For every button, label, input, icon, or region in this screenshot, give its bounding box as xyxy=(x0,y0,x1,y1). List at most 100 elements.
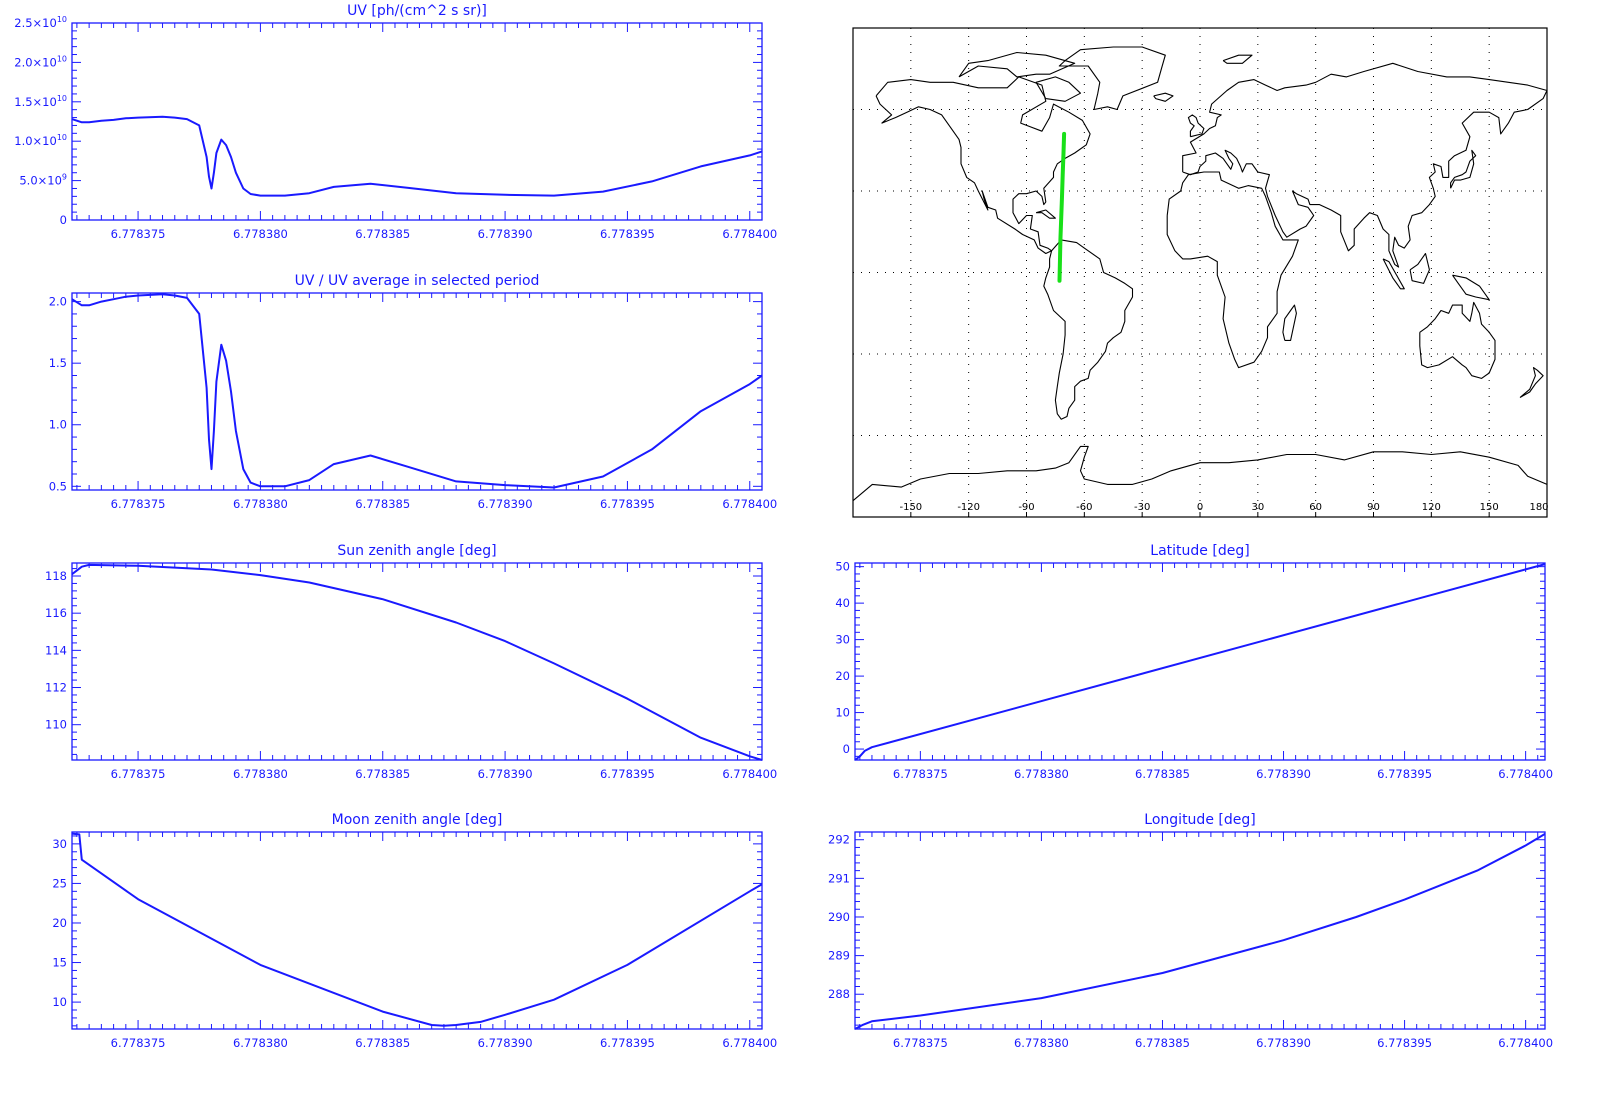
uvratio-plot-frame xyxy=(71,292,763,491)
lon-plot-frame xyxy=(854,831,1546,1030)
lon-tick-label: 30 xyxy=(1251,502,1264,513)
mza-chart: Moon zenith angle [deg] 6.778375 6.778380 6… xyxy=(52,812,777,1050)
uvratio-series-line xyxy=(71,293,763,489)
y-tick-label: 1.5×1010 xyxy=(14,94,67,109)
x-tick-label: 6.778380 xyxy=(233,1036,288,1050)
x-tick-label: 6.778395 xyxy=(1377,767,1432,781)
lat-series-line xyxy=(854,563,1546,761)
x-tick-label: 6.778390 xyxy=(478,227,533,241)
coastline-south-america xyxy=(1043,239,1134,420)
coastline-svalbard xyxy=(1222,54,1253,64)
coastline-new-zealand xyxy=(1519,367,1544,398)
x-tick-label: 6.778375 xyxy=(111,767,166,781)
mza-title: Moon zenith angle [deg] xyxy=(332,812,503,828)
y-tick-label: 0 xyxy=(843,742,850,756)
y-tick-label: 2.0×1010 xyxy=(14,54,67,69)
x-tick-label: 6.778390 xyxy=(478,767,533,781)
y-tick-label: 5.0×109 xyxy=(19,173,67,188)
x-tick-label: 6.778390 xyxy=(1256,1036,1311,1050)
world-map: -150 -120 -90 -60 -30 0 30 60 90 120 150 180 xyxy=(852,27,1549,518)
coastline-baffin xyxy=(1035,76,1082,102)
x-tick-label: 6.778385 xyxy=(1135,1036,1190,1050)
coastline-greenland xyxy=(1058,46,1166,111)
x-tick-label: 6.778385 xyxy=(355,1036,410,1050)
x-tick-label: 6.778380 xyxy=(1014,1036,1069,1050)
y-tick-label: 116 xyxy=(45,606,67,620)
x-tick-label: 6.778380 xyxy=(1014,767,1069,781)
y-tick-label: 0.5 xyxy=(49,479,67,493)
uvratio-chart: UV / UV average in selected period 6.7783… xyxy=(49,273,778,511)
y-tick-label: 2.0 xyxy=(49,295,67,309)
lon-chart: Longitude [deg] 6.778375 6.778380 6.778385 6… xyxy=(828,812,1553,1050)
y-tick-label: 291 xyxy=(828,871,850,885)
sza-plot-frame xyxy=(71,562,763,761)
lon-tick-label: 60 xyxy=(1309,502,1322,513)
coastline-north-america xyxy=(875,76,1091,255)
x-tick-label: 6.778380 xyxy=(233,497,288,511)
y-tick-label: 15 xyxy=(52,956,67,970)
lat-title: Latitude [deg] xyxy=(1150,543,1249,559)
x-tick-label: 6.778400 xyxy=(722,227,777,241)
y-tick-label: 292 xyxy=(828,833,850,847)
coastline-madagascar xyxy=(1282,304,1297,341)
uv-title: UV [ph/(cm^2 s sr)] xyxy=(347,3,487,19)
lon-tick-label: 90 xyxy=(1367,502,1380,513)
lon-tick-label: -120 xyxy=(957,502,980,513)
y-tick-label: 2.5×1010 xyxy=(14,15,67,30)
x-tick-label: 6.778375 xyxy=(893,767,948,781)
y-tick-label: 20 xyxy=(835,669,850,683)
y-tick-label: 30 xyxy=(52,837,67,851)
x-tick-label: 6.778400 xyxy=(1498,767,1553,781)
y-tick-label: 20 xyxy=(52,916,67,930)
coastline-sumatra xyxy=(1382,258,1405,290)
x-tick-label: 6.778400 xyxy=(722,767,777,781)
x-tick-label: 6.778375 xyxy=(111,497,166,511)
coastline-borneo xyxy=(1409,252,1430,284)
x-tick-label: 6.778380 xyxy=(233,227,288,241)
y-tick-label: 40 xyxy=(835,596,850,610)
y-tick-label: 0 xyxy=(60,213,67,227)
x-tick-label: 6.778395 xyxy=(600,1036,655,1050)
x-tick-label: 6.778390 xyxy=(478,1036,533,1050)
uv-series-line xyxy=(71,115,763,197)
lon-tick-label: -30 xyxy=(1134,502,1150,513)
coastline-australia xyxy=(1419,301,1496,379)
lon-tick-label: -90 xyxy=(1018,502,1034,513)
lon-title: Longitude [deg] xyxy=(1144,812,1255,828)
x-tick-label: 6.778375 xyxy=(111,227,166,241)
lon-tick-label: -150 xyxy=(899,502,922,513)
uv-chart: UV [ph/(cm^2 s sr)] 6.778375 6.778380 6.778… xyxy=(14,3,777,241)
x-tick-label: 6.778395 xyxy=(1377,1036,1432,1050)
coastline-eurasia xyxy=(1182,62,1548,268)
x-tick-label: 6.778385 xyxy=(355,227,410,241)
sza-chart: Sun zenith angle [deg] 6.778375 6.778380 6.… xyxy=(45,543,777,781)
y-tick-label: 1.0 xyxy=(49,418,67,432)
lon-tick-label: -60 xyxy=(1076,502,1092,513)
y-tick-label: 10 xyxy=(52,995,67,1009)
x-tick-label: 6.778385 xyxy=(355,497,410,511)
coastline-africa xyxy=(1166,171,1299,369)
y-tick-label: 289 xyxy=(828,949,850,963)
mza-series-line xyxy=(71,832,763,1027)
x-tick-label: 6.778395 xyxy=(600,227,655,241)
lon-tick-label: 0 xyxy=(1197,502,1203,513)
coastline-antarctica xyxy=(852,445,1548,502)
y-tick-label: 288 xyxy=(828,987,850,1001)
x-tick-label: 6.778385 xyxy=(355,767,410,781)
coastline-canadian-islands xyxy=(958,51,1076,78)
ground-track xyxy=(1057,131,1067,283)
coastline-new-guinea xyxy=(1452,274,1490,301)
x-tick-label: 6.778375 xyxy=(893,1036,948,1050)
coastline-uk xyxy=(1187,114,1205,138)
x-tick-label: 6.778400 xyxy=(722,1036,777,1050)
lon-series-line xyxy=(854,833,1546,1030)
lon-tick-label: 120 xyxy=(1422,502,1441,513)
y-tick-label: 112 xyxy=(45,681,67,695)
x-tick-label: 6.778400 xyxy=(1498,1036,1553,1050)
x-tick-label: 6.778390 xyxy=(1256,767,1311,781)
x-tick-label: 6.778390 xyxy=(478,497,533,511)
y-tick-label: 1.0×1010 xyxy=(14,133,67,148)
x-tick-label: 6.778400 xyxy=(722,497,777,511)
y-tick-label: 50 xyxy=(835,560,850,574)
